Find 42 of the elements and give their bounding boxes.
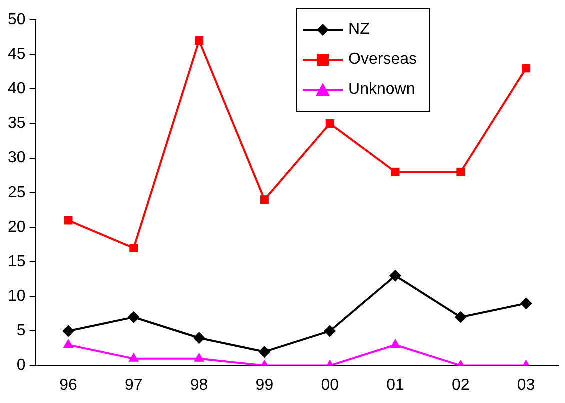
point [260, 196, 269, 204]
point [391, 168, 400, 176]
y-tick-label: 50 [8, 11, 26, 28]
point [454, 311, 467, 324]
point [193, 332, 206, 344]
y-tick-label: 15 [8, 253, 26, 270]
point [456, 168, 466, 176]
point [62, 325, 74, 338]
point [64, 216, 73, 225]
point [520, 298, 532, 310]
y-tick-label: 40 [8, 80, 26, 98]
x-tick-label: 01 [386, 376, 404, 394]
point [390, 339, 401, 348]
point [194, 352, 204, 362]
y-tick-label: 0 [16, 357, 26, 374]
legend-label: NZ [348, 21, 370, 39]
point [128, 352, 140, 362]
y-tick-label: 25 [8, 184, 26, 202]
point [326, 120, 334, 128]
y-tick-label: 30 [8, 150, 26, 167]
x-tick-label: 03 [517, 376, 536, 394]
legend-label: Overseas [348, 51, 417, 69]
x-tick-label: 99 [256, 376, 274, 394]
point [522, 64, 531, 73]
x-tick-label: 97 [125, 376, 143, 394]
point [128, 311, 140, 324]
x-tick-label: 00 [321, 376, 340, 394]
y-tick-label: 35 [8, 115, 26, 132]
point [390, 270, 402, 282]
y-tick-label: 5 [16, 322, 26, 340]
y-tick-label: 45 [8, 46, 26, 63]
y-tick-label: 10 [8, 288, 26, 306]
point [130, 244, 138, 252]
x-tick-label: 02 [452, 376, 470, 394]
y-tick-label: 20 [8, 218, 26, 236]
point [63, 339, 74, 348]
legend-label: Unknown [348, 81, 416, 99]
x-tick-label: 98 [190, 376, 208, 394]
point [324, 325, 336, 338]
x-tick-label: 96 [60, 376, 78, 394]
point [258, 346, 271, 358]
point [195, 36, 204, 45]
